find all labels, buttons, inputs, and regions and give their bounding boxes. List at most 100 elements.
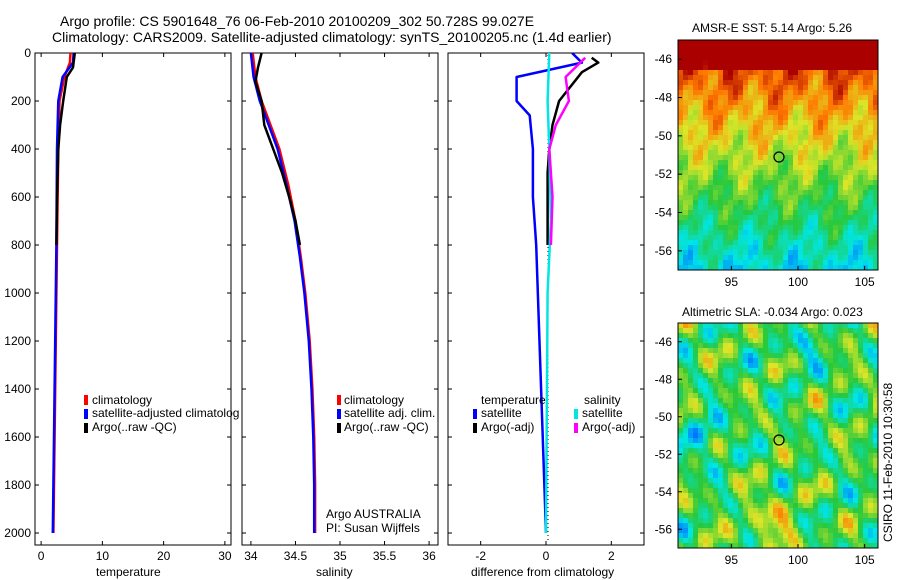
heatmap-cell [813, 343, 818, 348]
heatmap-cell [838, 343, 843, 348]
heatmap-cell [768, 60, 773, 65]
heatmap-cell [768, 170, 773, 175]
heatmap-cell [828, 443, 833, 448]
heatmap-cell [723, 538, 728, 543]
heatmap-cell [758, 245, 763, 250]
heatmap-cell [828, 220, 833, 225]
heatmap-cell [743, 323, 748, 328]
heatmap-cell [688, 363, 693, 368]
heatmap-cell [803, 265, 808, 270]
heatmap-cell [748, 463, 753, 468]
heatmap-cell [718, 363, 723, 368]
heatmap-cell [778, 363, 783, 368]
heatmap-cell [693, 513, 698, 518]
heatmap-cell [863, 135, 868, 140]
heatmap-cell [703, 408, 708, 413]
heatmap-cell [698, 85, 703, 90]
heatmap-cell [848, 110, 853, 115]
heatmap-cell [793, 100, 798, 105]
heatmap-cell [848, 155, 853, 160]
heatmap-cell [718, 50, 723, 55]
heatmap-cell [808, 105, 813, 110]
heatmap-cell [848, 363, 853, 368]
heatmap-cell [678, 438, 683, 443]
heatmap-cell [738, 115, 743, 120]
heatmap-cell [808, 80, 813, 85]
heatmap-cell [723, 90, 728, 95]
heatmap-cell [758, 508, 763, 513]
heatmap-cell [798, 145, 803, 150]
heatmap-cell [693, 245, 698, 250]
heatmap-cell [728, 175, 733, 180]
heatmap-cell [688, 408, 693, 413]
heatmap-cell [743, 333, 748, 338]
heatmap-cell [828, 503, 833, 508]
heatmap-cell [693, 348, 698, 353]
heatmap-cell [698, 255, 703, 260]
heatmap-cell [798, 220, 803, 225]
heatmap-cell [748, 488, 753, 493]
heatmap-cell [698, 408, 703, 413]
heatmap-cell [743, 265, 748, 270]
heatmap-cell [758, 95, 763, 100]
heatmap-cell [743, 260, 748, 265]
heatmap-cell [693, 40, 698, 45]
heatmap-cell [743, 523, 748, 528]
heatmap-cell [783, 185, 788, 190]
heatmap-cell [738, 388, 743, 393]
heatmap-cell [713, 478, 718, 483]
heatmap-cell [813, 378, 818, 383]
heatmap-cell [743, 463, 748, 468]
heatmap-cell [853, 260, 858, 265]
heatmap-cell [803, 508, 808, 513]
heatmap-cell [828, 483, 833, 488]
heatmap-cell [688, 75, 693, 80]
heatmap-cell [843, 215, 848, 220]
heatmap-cell [793, 383, 798, 388]
heatmap-cell [728, 468, 733, 473]
heatmap-cell [873, 473, 878, 478]
heatmap-cell [753, 215, 758, 220]
heatmap-cell [723, 260, 728, 265]
heatmap-cell [788, 438, 793, 443]
heatmap-cell [783, 55, 788, 60]
heatmap-cell [813, 483, 818, 488]
heatmap-cell [778, 235, 783, 240]
heatmap-cell [808, 328, 813, 333]
heatmap-cell [828, 75, 833, 80]
heatmap-cell [818, 215, 823, 220]
heatmap-cell [688, 388, 693, 393]
heatmap-cell [748, 260, 753, 265]
heatmap-cell [868, 443, 873, 448]
heatmap-cell [808, 458, 813, 463]
heatmap-cell [718, 165, 723, 170]
heatmap-cell [713, 488, 718, 493]
heatmap-cell [683, 398, 688, 403]
heatmap-cell [873, 433, 878, 438]
heatmap-cell [838, 50, 843, 55]
heatmap-cell [718, 60, 723, 65]
heatmap-cell [843, 438, 848, 443]
heatmap-cell [698, 125, 703, 130]
heatmap-cell [788, 210, 793, 215]
heatmap-cell [723, 333, 728, 338]
heatmap-cell [698, 413, 703, 418]
heatmap-cell [718, 528, 723, 533]
heatmap-cell [713, 498, 718, 503]
heatmap-cell [783, 80, 788, 85]
heatmap-cell [843, 155, 848, 160]
heatmap-cell [738, 260, 743, 265]
heatmap-cell [818, 403, 823, 408]
heatmap-cell [713, 130, 718, 135]
heatmap-cell [783, 85, 788, 90]
heatmap-cell [693, 533, 698, 538]
heatmap-cell [723, 155, 728, 160]
heatmap-cell [753, 448, 758, 453]
heatmap-cell [813, 323, 818, 328]
heatmap-cell [838, 70, 843, 75]
heatmap-cell [858, 240, 863, 245]
heatmap-cell [743, 458, 748, 463]
heatmap-cell [708, 235, 713, 240]
heatmap-cell [803, 80, 808, 85]
heatmap-cell [793, 210, 798, 215]
